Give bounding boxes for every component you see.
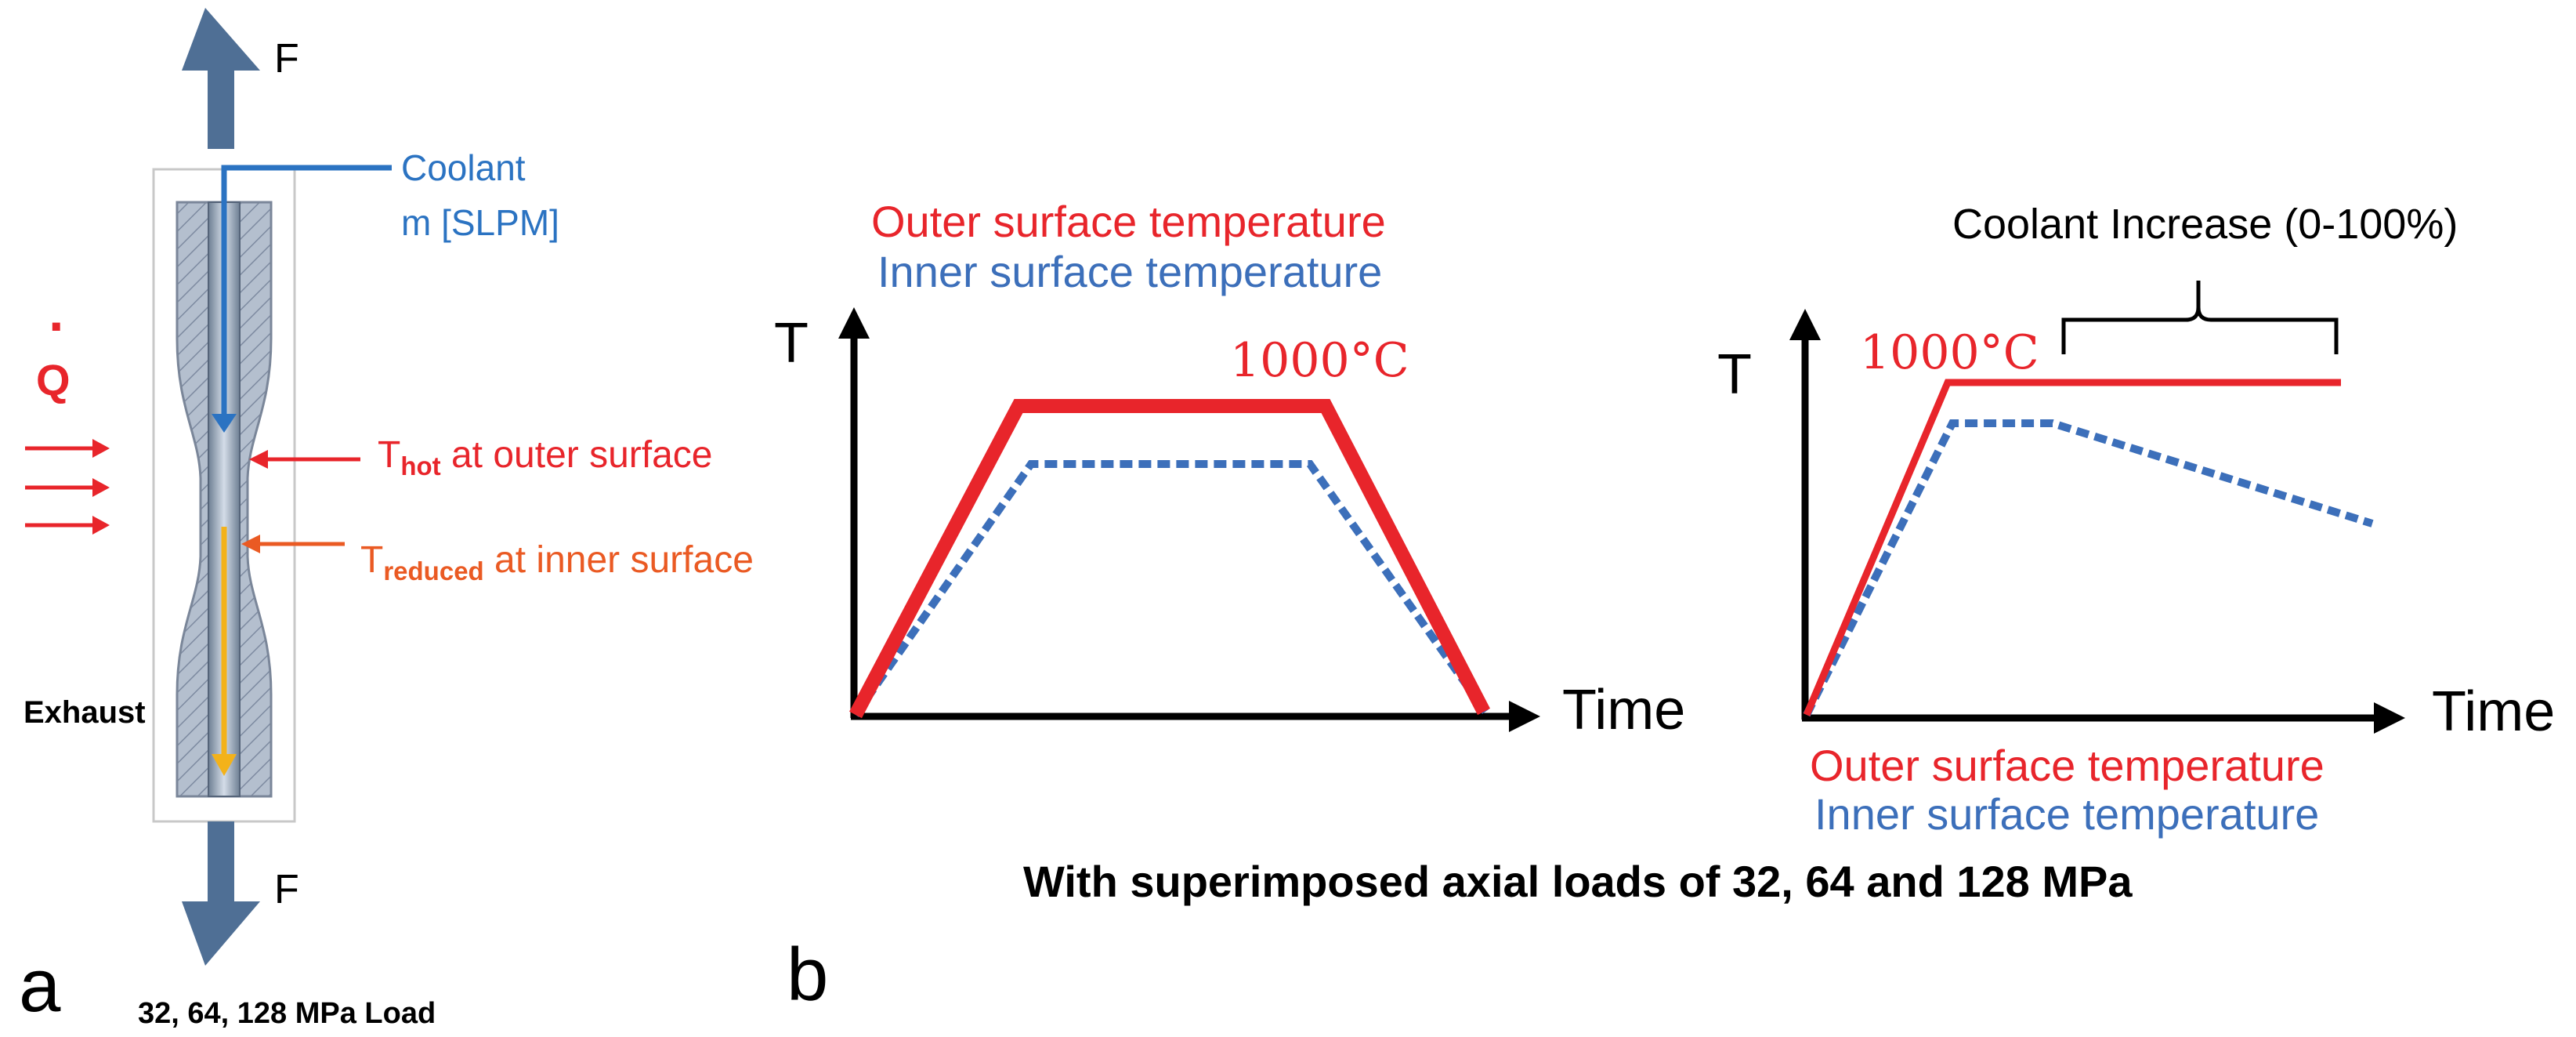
panel-b-label: b (787, 933, 828, 1017)
right-legend-inner: Inner surface temperature (1814, 789, 2319, 839)
left-inner-temp-line (852, 460, 1489, 717)
coolant-unit-label: m [SLPM] (401, 202, 559, 243)
exhaust-arrow-head (212, 754, 237, 776)
bracket-label: Coolant Increase (0-100%) (1952, 201, 2458, 248)
left-legend-outer: Outer surface temperature (871, 197, 1386, 246)
load-label: 32, 64, 128 MPa Load (138, 997, 436, 1030)
left-peak-label: 1000°C (1230, 333, 1409, 388)
left-x-axis-arrowhead (1509, 701, 1540, 732)
right-temperature-chart: Coolant Increase (0-100%) T Time 1000°C … (1717, 201, 2555, 839)
coolant-arrow-head (212, 414, 237, 433)
t-reduced-label: Treduced at inner surface (360, 539, 754, 586)
left-y-axis-label: T (774, 312, 809, 375)
force-arrow-bottom (182, 821, 260, 966)
force-label-bottom: F (274, 867, 299, 912)
right-outer-temp-line (1803, 379, 2341, 716)
right-x-axis-arrowhead (2374, 702, 2405, 734)
left-y-axis-arrowhead (838, 307, 870, 339)
heat-symbol: Q (36, 355, 71, 404)
right-legend-outer: Outer surface temperature (1810, 741, 2325, 790)
coolant-inlet-line (221, 165, 392, 423)
t-hot-pointer-head (249, 450, 268, 469)
panel-b: Outer surface temperature Inner surface … (774, 197, 2555, 1017)
force-label-top: F (274, 36, 299, 82)
right-inner-temp-line (1803, 419, 2374, 717)
right-peak-label: 1000°C (1860, 325, 2039, 380)
left-outer-temp-line (849, 399, 1490, 719)
t-reduced-pointer-head (241, 535, 260, 553)
t-hot-label: Thot at outer surface (378, 434, 713, 480)
force-arrow-top (182, 8, 260, 149)
left-x-axis-label: Time (1562, 679, 1685, 741)
panel-a-label: a (19, 944, 61, 1028)
heat-dot: · (49, 296, 67, 357)
coolant-label: Coolant (401, 147, 526, 188)
coolant-increase-bracket (2061, 281, 2339, 354)
left-temperature-chart: Outer surface temperature Inner surface … (774, 197, 1685, 741)
right-y-axis-label: T (1717, 343, 1752, 406)
left-legend-inner: Inner surface temperature (877, 247, 1382, 296)
exhaust-label: Exhaust (24, 695, 146, 730)
panel-b-caption: With superimposed axial loads of 32, 64 … (1023, 857, 2133, 906)
panel-a: F Coolant m [SLPM] · Q Thot at outer sur… (19, 8, 754, 1030)
heat-arrows (25, 439, 110, 535)
right-y-axis-arrowhead (1789, 309, 1821, 340)
right-x-axis-label: Time (2432, 680, 2555, 743)
